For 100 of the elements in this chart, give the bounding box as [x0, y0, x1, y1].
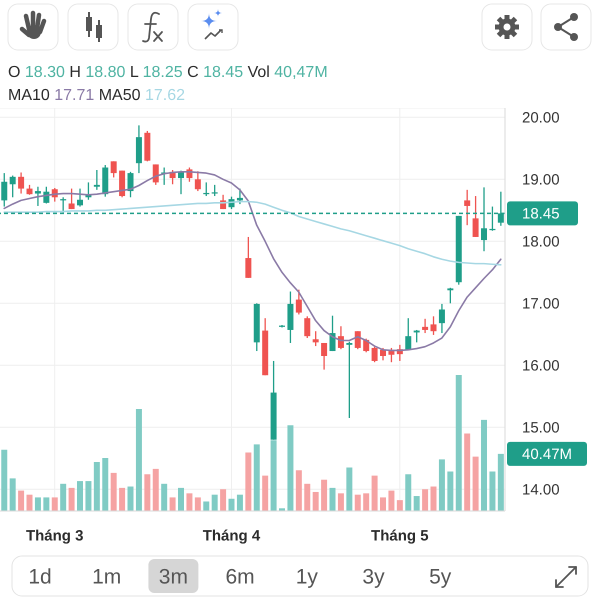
bar: [464, 433, 470, 511]
bar: [194, 497, 201, 511]
candlestick: [372, 346, 378, 363]
bar: [10, 478, 16, 511]
candlestick: [1, 172, 8, 208]
candlestick: [447, 287, 454, 304]
y-tick-label: 16.00: [522, 358, 560, 375]
bar: [1, 450, 8, 511]
bar: [170, 497, 176, 511]
x-tick-label: Tháng 4: [202, 527, 261, 544]
bar: [414, 496, 420, 511]
bar: [161, 484, 168, 511]
bar: [363, 493, 370, 511]
candlestick: [110, 160, 117, 178]
bar: [212, 494, 218, 511]
candlestick: [346, 341, 352, 419]
bar: [330, 488, 336, 511]
bar: [26, 494, 33, 511]
bar: [43, 497, 50, 511]
bar: [60, 484, 66, 511]
bar: [144, 474, 150, 511]
bar: [472, 456, 479, 511]
bar: [430, 486, 437, 511]
bar: [287, 425, 294, 511]
bar: [396, 500, 403, 511]
bar: [312, 492, 319, 511]
bar: [489, 472, 496, 511]
candlestick: [60, 196, 66, 214]
bar: [136, 408, 142, 511]
bar: [481, 420, 488, 511]
candlestick: [194, 170, 201, 192]
text: 3m: [158, 565, 188, 588]
bar: [405, 474, 412, 511]
line-series: [3, 200, 502, 266]
bar: [438, 459, 445, 511]
text: O 18.30 H 18.80 L 18.25 C 18.45 Vol 40,47M: [8, 64, 328, 81]
bar: [262, 476, 268, 511]
bar: [388, 490, 394, 511]
candlestick: [10, 174, 16, 198]
text: 1y: [296, 565, 318, 588]
bar: [372, 476, 378, 511]
candlestick: [245, 236, 252, 279]
x-tick-label: Tháng 3: [26, 527, 84, 544]
candlestick: [304, 316, 310, 339]
bar: [456, 374, 462, 511]
bar: [94, 462, 100, 511]
candlestick: [26, 184, 33, 196]
candlestick: [18, 172, 24, 194]
bar: [338, 493, 344, 511]
text: 1d: [28, 565, 52, 588]
bar: [34, 497, 41, 511]
candlestick: [430, 316, 437, 336]
y-tick-label: 20.00: [522, 110, 560, 127]
y-tick-label: 15.00: [522, 420, 560, 437]
y-tick-label: 14.00: [522, 482, 560, 499]
bar: [245, 452, 252, 511]
bar: [178, 488, 184, 511]
bar: [102, 458, 108, 511]
bar: [321, 480, 328, 511]
ref-line-label: 18.45: [522, 206, 560, 223]
text: 6m: [226, 565, 255, 588]
bar: [85, 481, 92, 511]
text: 3y: [362, 565, 386, 588]
bar: [186, 493, 192, 511]
y-tick-label: 17.00: [522, 296, 560, 313]
candlestick: [414, 329, 420, 344]
bar: [422, 489, 428, 511]
text: MA10 17.71 MA50 17.62: [8, 87, 186, 104]
candlestick: [438, 303, 445, 334]
bar: [220, 489, 226, 511]
candlestick: [68, 188, 75, 210]
bar: [18, 490, 24, 511]
candlestick: [464, 189, 470, 226]
bar: [354, 494, 361, 511]
candlestick: [422, 318, 428, 334]
bar: [119, 488, 126, 511]
candlestick: [34, 186, 41, 207]
candlestick: [77, 188, 84, 208]
candlestick: [405, 318, 412, 350]
candlestick: [236, 188, 243, 205]
bar: [128, 486, 134, 511]
y-tick-label: 18.00: [522, 234, 560, 251]
candlestick: [354, 330, 361, 350]
candlestick: [472, 195, 479, 238]
x-tick-label: Tháng 5: [371, 527, 429, 544]
candlestick: [388, 347, 394, 363]
text: 5y: [429, 565, 452, 588]
bar: [152, 468, 159, 511]
candlestick: [128, 171, 134, 198]
y-tick-label: 19.00: [522, 172, 560, 189]
bar: [296, 470, 302, 511]
candlestick: [312, 330, 319, 347]
text: 40.47M: [522, 446, 572, 464]
text: 1m: [92, 565, 122, 588]
bar: [380, 497, 386, 511]
candlestick: [296, 289, 302, 316]
bar: [346, 467, 352, 511]
bar: [498, 454, 504, 511]
bar: [304, 484, 310, 511]
bar: [236, 494, 243, 511]
